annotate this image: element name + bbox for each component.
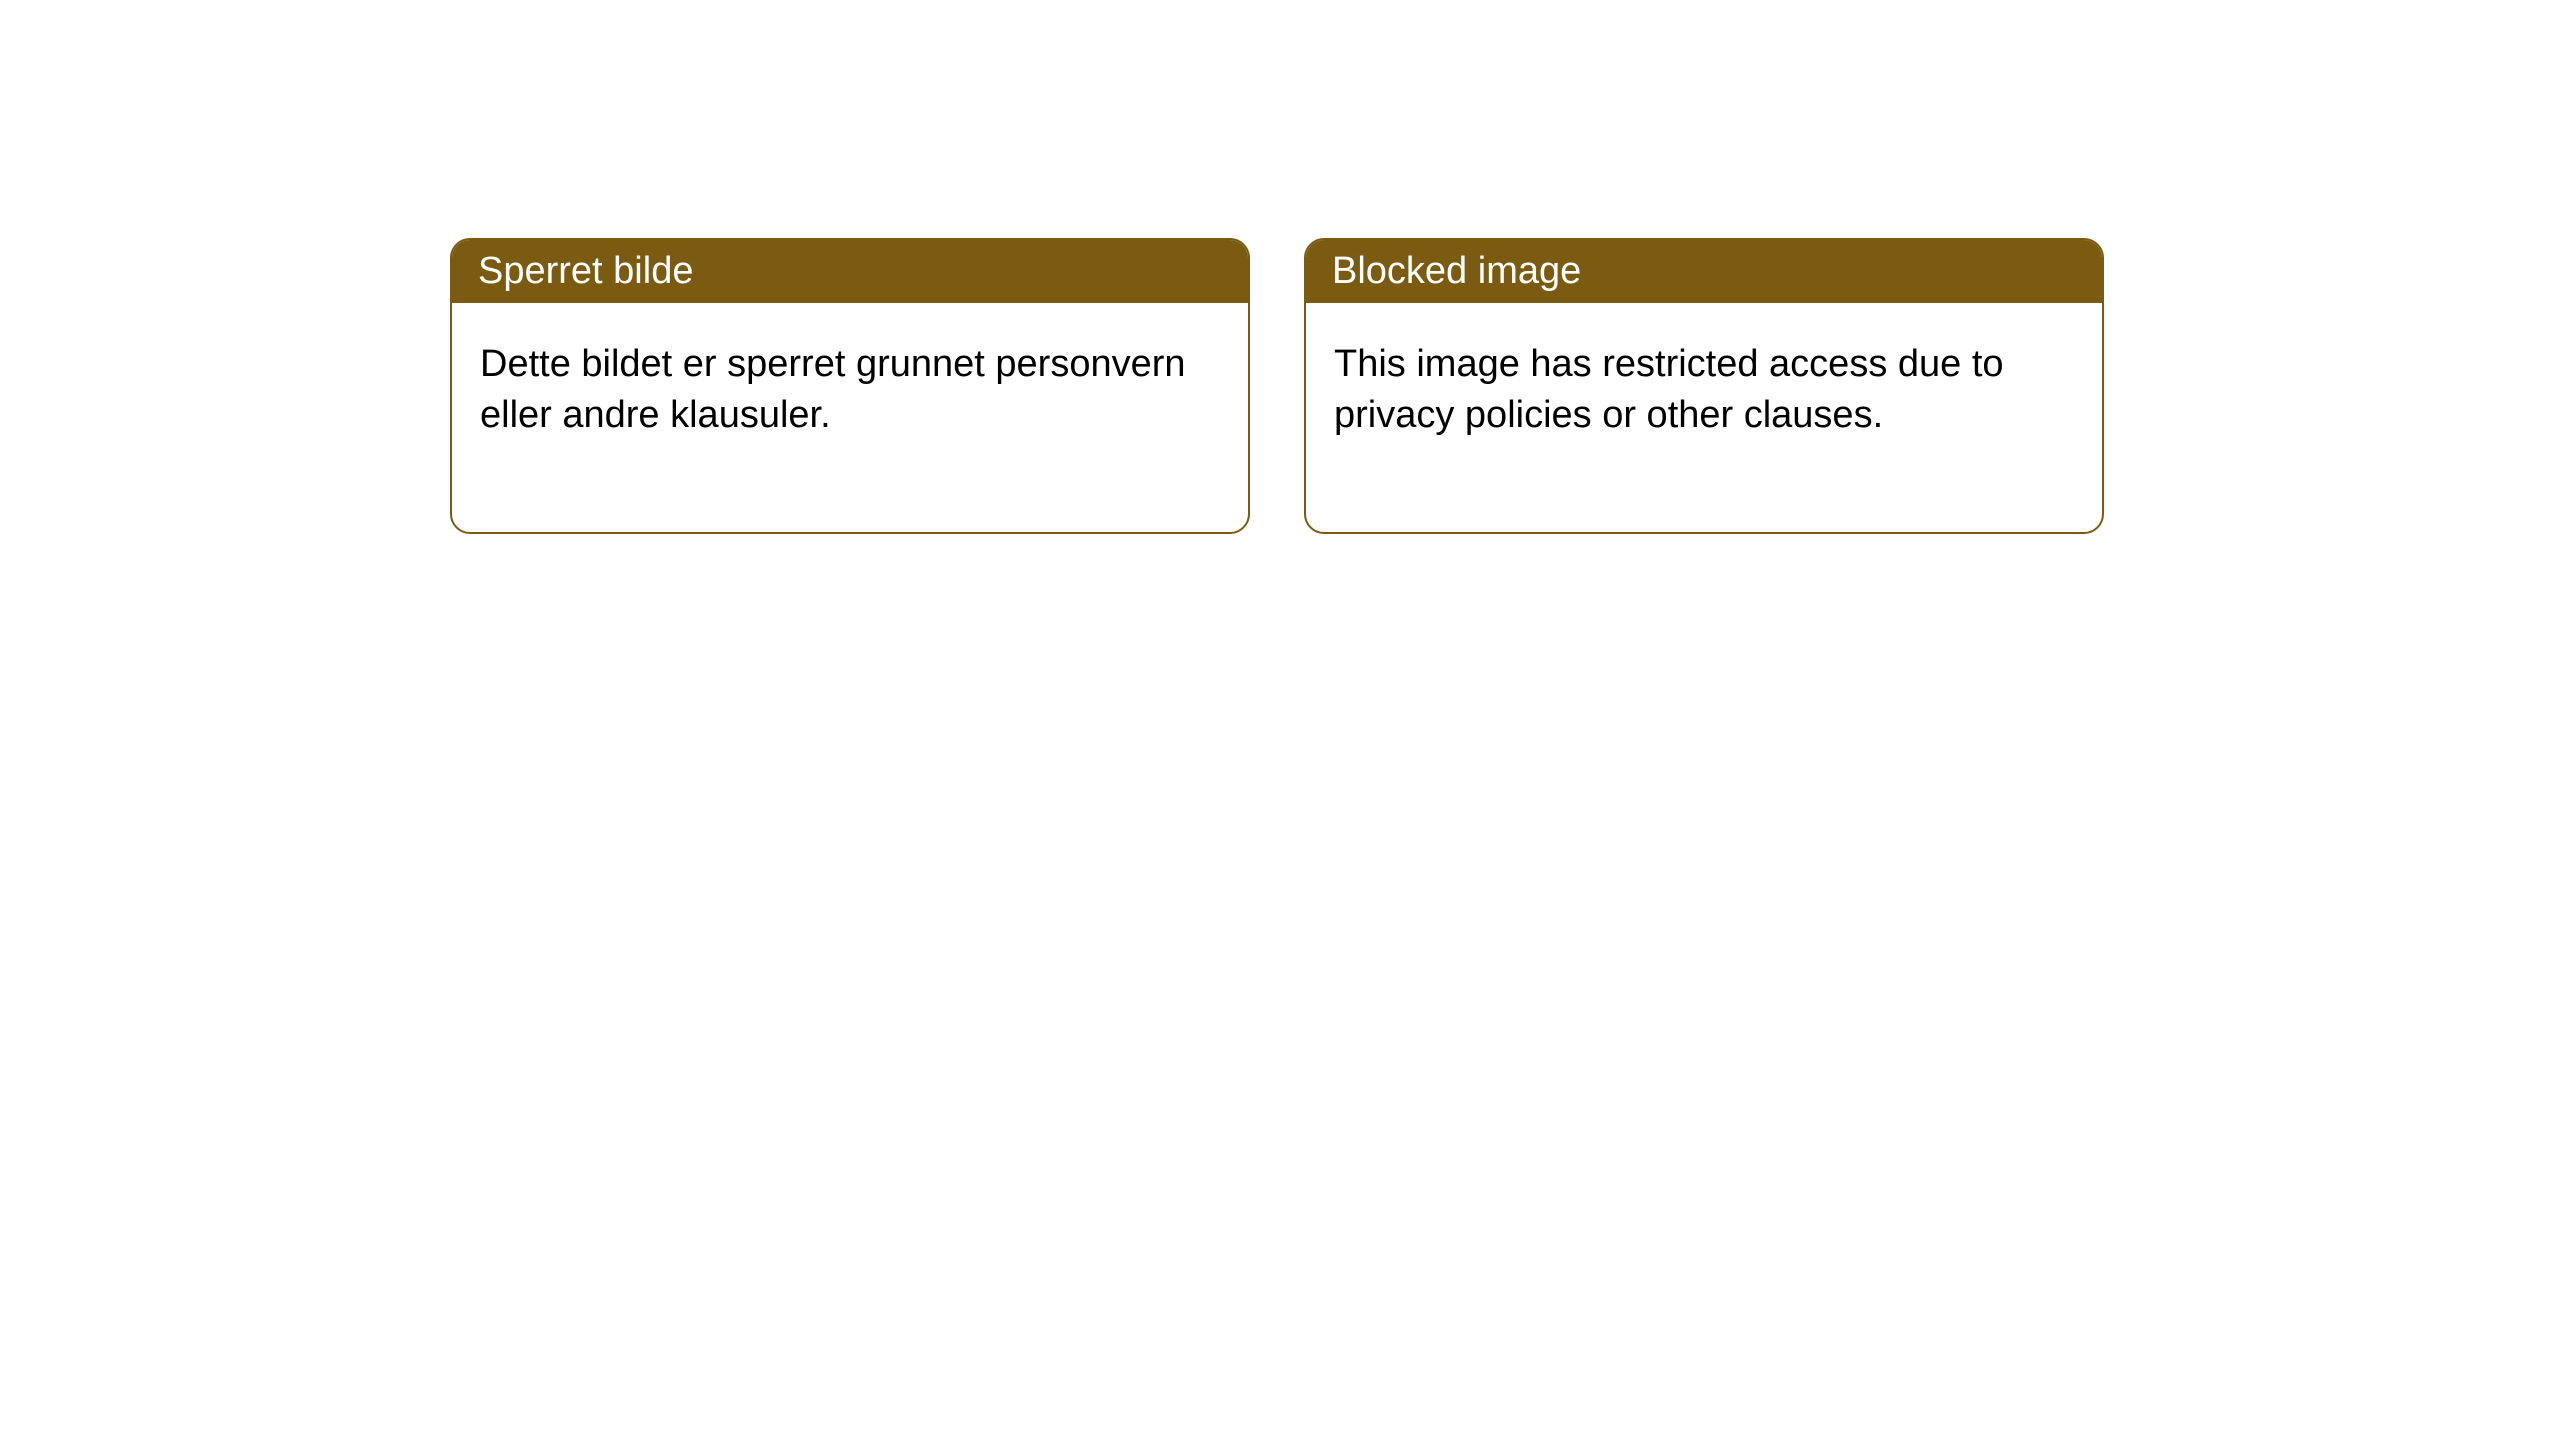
notice-header-label: Blocked image (1332, 250, 1581, 292)
notice-body-english: This image has restricted access due to … (1306, 303, 2102, 532)
notice-container: Sperret bilde Dette bildet er sperret gr… (0, 0, 2560, 534)
notice-text: Dette bildet er sperret grunnet personve… (480, 339, 1220, 442)
notice-text: This image has restricted access due to … (1334, 339, 2074, 442)
notice-header-english: Blocked image (1306, 240, 2102, 303)
notice-panel-english: Blocked image This image has restricted … (1304, 238, 2104, 534)
notice-header-label: Sperret bilde (478, 250, 693, 292)
notice-panel-norwegian: Sperret bilde Dette bildet er sperret gr… (450, 238, 1250, 534)
notice-body-norwegian: Dette bildet er sperret grunnet personve… (452, 303, 1248, 532)
notice-header-norwegian: Sperret bilde (452, 240, 1248, 303)
